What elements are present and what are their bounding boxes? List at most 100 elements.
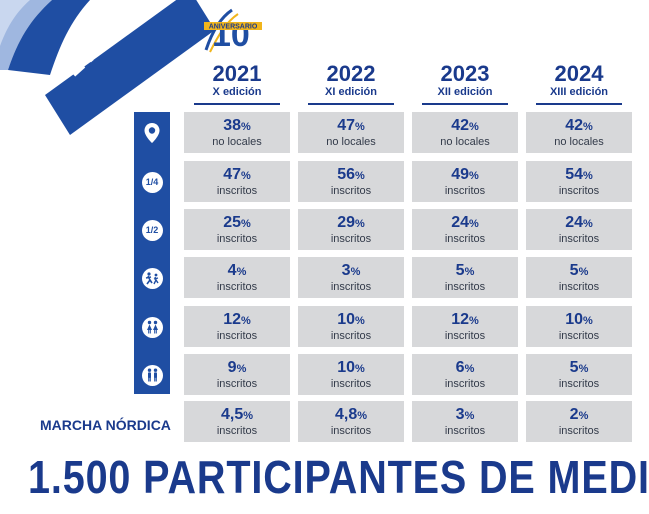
- cell-number: 5: [569, 359, 579, 376]
- cell-unit: %: [583, 121, 593, 133]
- table-cell: 10% inscritos: [298, 354, 404, 395]
- cell-unit: %: [241, 121, 251, 133]
- half-badge: 1/2: [141, 219, 163, 241]
- cell-value: 12%: [184, 311, 290, 330]
- table-cell: 38% no locales: [184, 112, 290, 153]
- marcha-nordica-label: MARCHA NÓRDICA: [40, 417, 171, 433]
- cell-value: 4,5%: [184, 406, 290, 425]
- cell-label: inscritos: [444, 378, 486, 390]
- cell-label: inscritos: [558, 330, 600, 342]
- cell-number: 4,5: [220, 406, 244, 423]
- table-cell: 24% inscritos: [412, 209, 518, 250]
- cell-label: inscritos: [216, 425, 258, 437]
- cell-label: inscritos: [330, 330, 372, 342]
- table-cell: 3% inscritos: [412, 401, 518, 442]
- cell-number: 10: [337, 359, 355, 376]
- cell-label: inscritos: [444, 185, 486, 197]
- cell-value: 10%: [298, 311, 404, 330]
- table-cell: 5% inscritos: [412, 257, 518, 298]
- cell-number: 12: [223, 311, 241, 328]
- cell-value: 54%: [526, 166, 632, 185]
- logo-number: 10: [212, 16, 250, 54]
- cell-number: 38: [223, 117, 241, 134]
- men-icon: [134, 363, 170, 387]
- table-cell: 10% inscritos: [298, 306, 404, 347]
- cell-number: 5: [455, 262, 465, 279]
- cell-unit: %: [241, 170, 251, 182]
- footer-title: 1.500 PARTICIPANTES DE MEDIA: [28, 451, 649, 503]
- cell-number: 3: [341, 262, 351, 279]
- table-cell: 5% inscritos: [526, 354, 632, 395]
- table-cell: 4,8% inscritos: [298, 401, 404, 442]
- year-label: 2022: [326, 61, 376, 86]
- cell-number: 47: [337, 117, 355, 134]
- cell-unit: %: [241, 218, 251, 230]
- cell-value: 3%: [412, 406, 518, 425]
- women-icon: [134, 315, 170, 339]
- cell-unit: %: [357, 410, 368, 422]
- cell-number: 24: [565, 214, 583, 231]
- edition-label: XIII edición: [549, 86, 609, 98]
- edition-label: XI edición: [325, 86, 377, 98]
- cell-value: 10%: [298, 359, 404, 378]
- cell-number: 10: [337, 311, 355, 328]
- quarter-marathon-icon: 1/4: [134, 170, 170, 194]
- cell-label: inscritos: [216, 281, 258, 293]
- cell-unit: %: [578, 410, 589, 422]
- year-label: 2024: [554, 61, 604, 86]
- cell-value: 49%: [412, 166, 518, 185]
- cell-value: 12%: [412, 311, 518, 330]
- location-pin-icon: [134, 121, 170, 145]
- table-cell: 25% inscritos: [184, 209, 290, 250]
- year-header-2021: 2021 X edición: [181, 62, 293, 105]
- cell-number: 47: [223, 166, 241, 183]
- cell-unit: %: [236, 266, 247, 278]
- half-marathon-icon: 1/2: [134, 218, 170, 242]
- cell-unit: %: [464, 410, 475, 422]
- cell-value: 24%: [412, 214, 518, 233]
- edition-label: XII edición: [437, 86, 493, 98]
- cell-label: inscritos: [558, 281, 600, 293]
- table-cell: 10% inscritos: [526, 306, 632, 347]
- table-cell: 49% inscritos: [412, 161, 518, 202]
- header-rule: [194, 103, 280, 105]
- cell-label: inscritos: [444, 281, 486, 293]
- anniversary-logo: 10 ANIVERSARIO: [202, 6, 264, 54]
- cell-label: no locales: [212, 136, 262, 148]
- cell-value: 42%: [526, 117, 632, 136]
- cell-number: 12: [451, 311, 469, 328]
- table-cell: 56% inscritos: [298, 161, 404, 202]
- cell-unit: %: [355, 363, 365, 375]
- cell-number: 3: [455, 406, 465, 423]
- cell-value: 4%: [184, 262, 290, 281]
- cell-value: 6%: [412, 359, 518, 378]
- cell-unit: %: [355, 121, 365, 133]
- cell-number: 54: [565, 166, 583, 183]
- cell-number: 24: [451, 214, 469, 231]
- header-rule: [308, 103, 394, 105]
- cell-unit: %: [583, 315, 593, 327]
- banner-title: EVOLUCIÓN: [60, 0, 188, 83]
- cell-label: inscritos: [330, 233, 372, 245]
- cell-label: inscritos: [558, 185, 600, 197]
- year-label: 2023: [440, 61, 490, 86]
- cell-number: 2: [569, 406, 579, 423]
- table-cell: 4,5% inscritos: [184, 401, 290, 442]
- header-rule: [536, 103, 622, 105]
- cell-label: inscritos: [216, 330, 258, 342]
- cell-label: inscritos: [330, 185, 372, 197]
- cell-value: 47%: [184, 166, 290, 185]
- table-cell: 42% no locales: [412, 112, 518, 153]
- table-cell: 6% inscritos: [412, 354, 518, 395]
- table-cell: 47% no locales: [298, 112, 404, 153]
- cell-unit: %: [464, 266, 475, 278]
- cell-unit: %: [469, 218, 479, 230]
- cell-value: 10%: [526, 311, 632, 330]
- cell-number: 49: [451, 166, 469, 183]
- cell-value: 56%: [298, 166, 404, 185]
- cell-label: inscritos: [216, 233, 258, 245]
- table-cell: 12% inscritos: [184, 306, 290, 347]
- cell-unit: %: [469, 170, 479, 182]
- cell-unit: %: [241, 315, 251, 327]
- cell-label: inscritos: [444, 233, 486, 245]
